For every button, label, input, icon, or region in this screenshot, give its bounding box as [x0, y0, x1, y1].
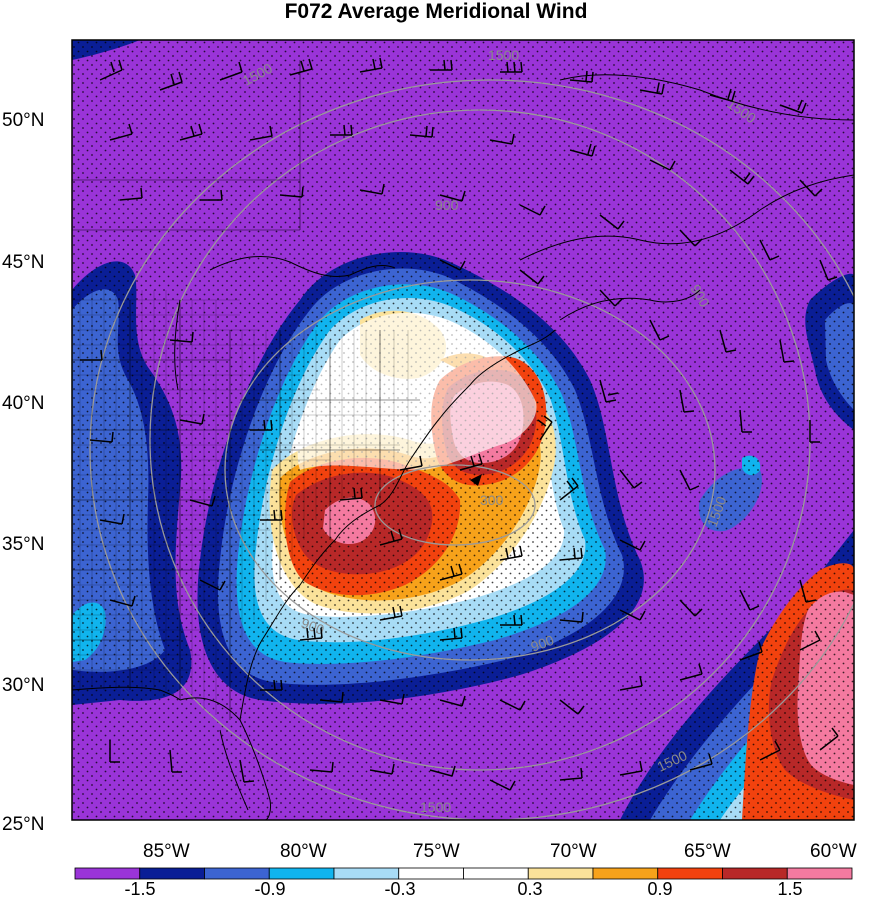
- nova-scotia: [559, 289, 701, 321]
- lon-label: 85°W: [143, 841, 190, 862]
- contour-1500: [89, 79, 854, 820]
- lon-label: 75°W: [413, 841, 460, 862]
- colorbar-label: 0.9: [647, 879, 672, 899]
- colorbar-label: -1.5: [124, 879, 155, 899]
- colorbar-swatch: [463, 867, 529, 880]
- lat-label: 50°N: [2, 110, 44, 131]
- lon-label: 80°W: [280, 841, 327, 862]
- colorbar-swatch: [592, 867, 659, 880]
- contour-label: 300: [480, 492, 504, 508]
- contour-300: [374, 464, 536, 546]
- map-title: F072 Average Meridional Wind: [284, 0, 588, 23]
- contour-label: 900: [529, 632, 557, 655]
- colorbar-label: 0.3: [517, 879, 542, 899]
- contour-label: 1500: [488, 47, 519, 63]
- lat-label: 40°N: [2, 393, 44, 414]
- lon-label: 60°W: [810, 841, 857, 862]
- colorbar-swatch: [74, 867, 141, 880]
- colorbar-swatch: [204, 867, 270, 880]
- contour-label: 1500: [420, 799, 451, 815]
- county-grid: [72, 290, 420, 715]
- colorbar-label: -0.9: [254, 879, 285, 899]
- colorbar-label: 1.5: [777, 879, 802, 899]
- lon-label: 70°W: [550, 841, 597, 862]
- contour-900: [224, 279, 716, 661]
- colorbar-labels: -1.5 -0.9 -0.3 0.3 0.9 1.5: [124, 879, 802, 899]
- contour-label: 900: [299, 615, 327, 638]
- stipple-mask-white: [297, 312, 537, 470]
- longitude-axis: 85°W 80°W 75°W 70°W 65°W 60°W: [143, 841, 857, 862]
- coastlines: [72, 74, 854, 820]
- florida-coast: [179, 697, 271, 820]
- colorbar-swatch: [527, 867, 594, 880]
- florida-west-coast: [219, 729, 249, 811]
- map-plot-area: 1500 1500 1500 900 900 900 900 300 1500 …: [72, 40, 854, 820]
- storm-center-marker: [470, 474, 482, 486]
- latitude-axis: 50°N 45°N 40°N 35°N 30°N 25°N: [2, 110, 44, 835]
- wind-barbs: [80, 57, 839, 791]
- map-frame: [71, 39, 855, 821]
- colorbar-swatch: [786, 867, 853, 880]
- colorbar-swatch: [139, 867, 205, 880]
- colorbar-swatch: [722, 867, 788, 880]
- colorbar-swatch: [333, 867, 400, 880]
- lat-label: 30°N: [2, 675, 44, 696]
- great-lakes: [209, 256, 396, 278]
- lat-label: 25°N: [2, 814, 44, 835]
- geopotential-contours: [89, 79, 854, 820]
- colorbar-swatch: [657, 867, 723, 880]
- lat-label: 45°N: [2, 252, 44, 273]
- colorbar: [74, 867, 853, 880]
- canada-coast: [519, 174, 854, 261]
- lat-label: 35°N: [2, 534, 44, 555]
- hudson-strait: [559, 74, 854, 121]
- lon-label: 65°W: [684, 841, 731, 862]
- colorbar-swatch: [398, 867, 464, 880]
- contour-label: 900: [435, 197, 459, 213]
- colorbar-label: -0.3: [384, 879, 415, 899]
- colorbar-swatch: [268, 867, 335, 880]
- us-east-coast: [239, 329, 556, 721]
- state-boundaries: [72, 60, 420, 720]
- gulf-coast: [72, 686, 181, 701]
